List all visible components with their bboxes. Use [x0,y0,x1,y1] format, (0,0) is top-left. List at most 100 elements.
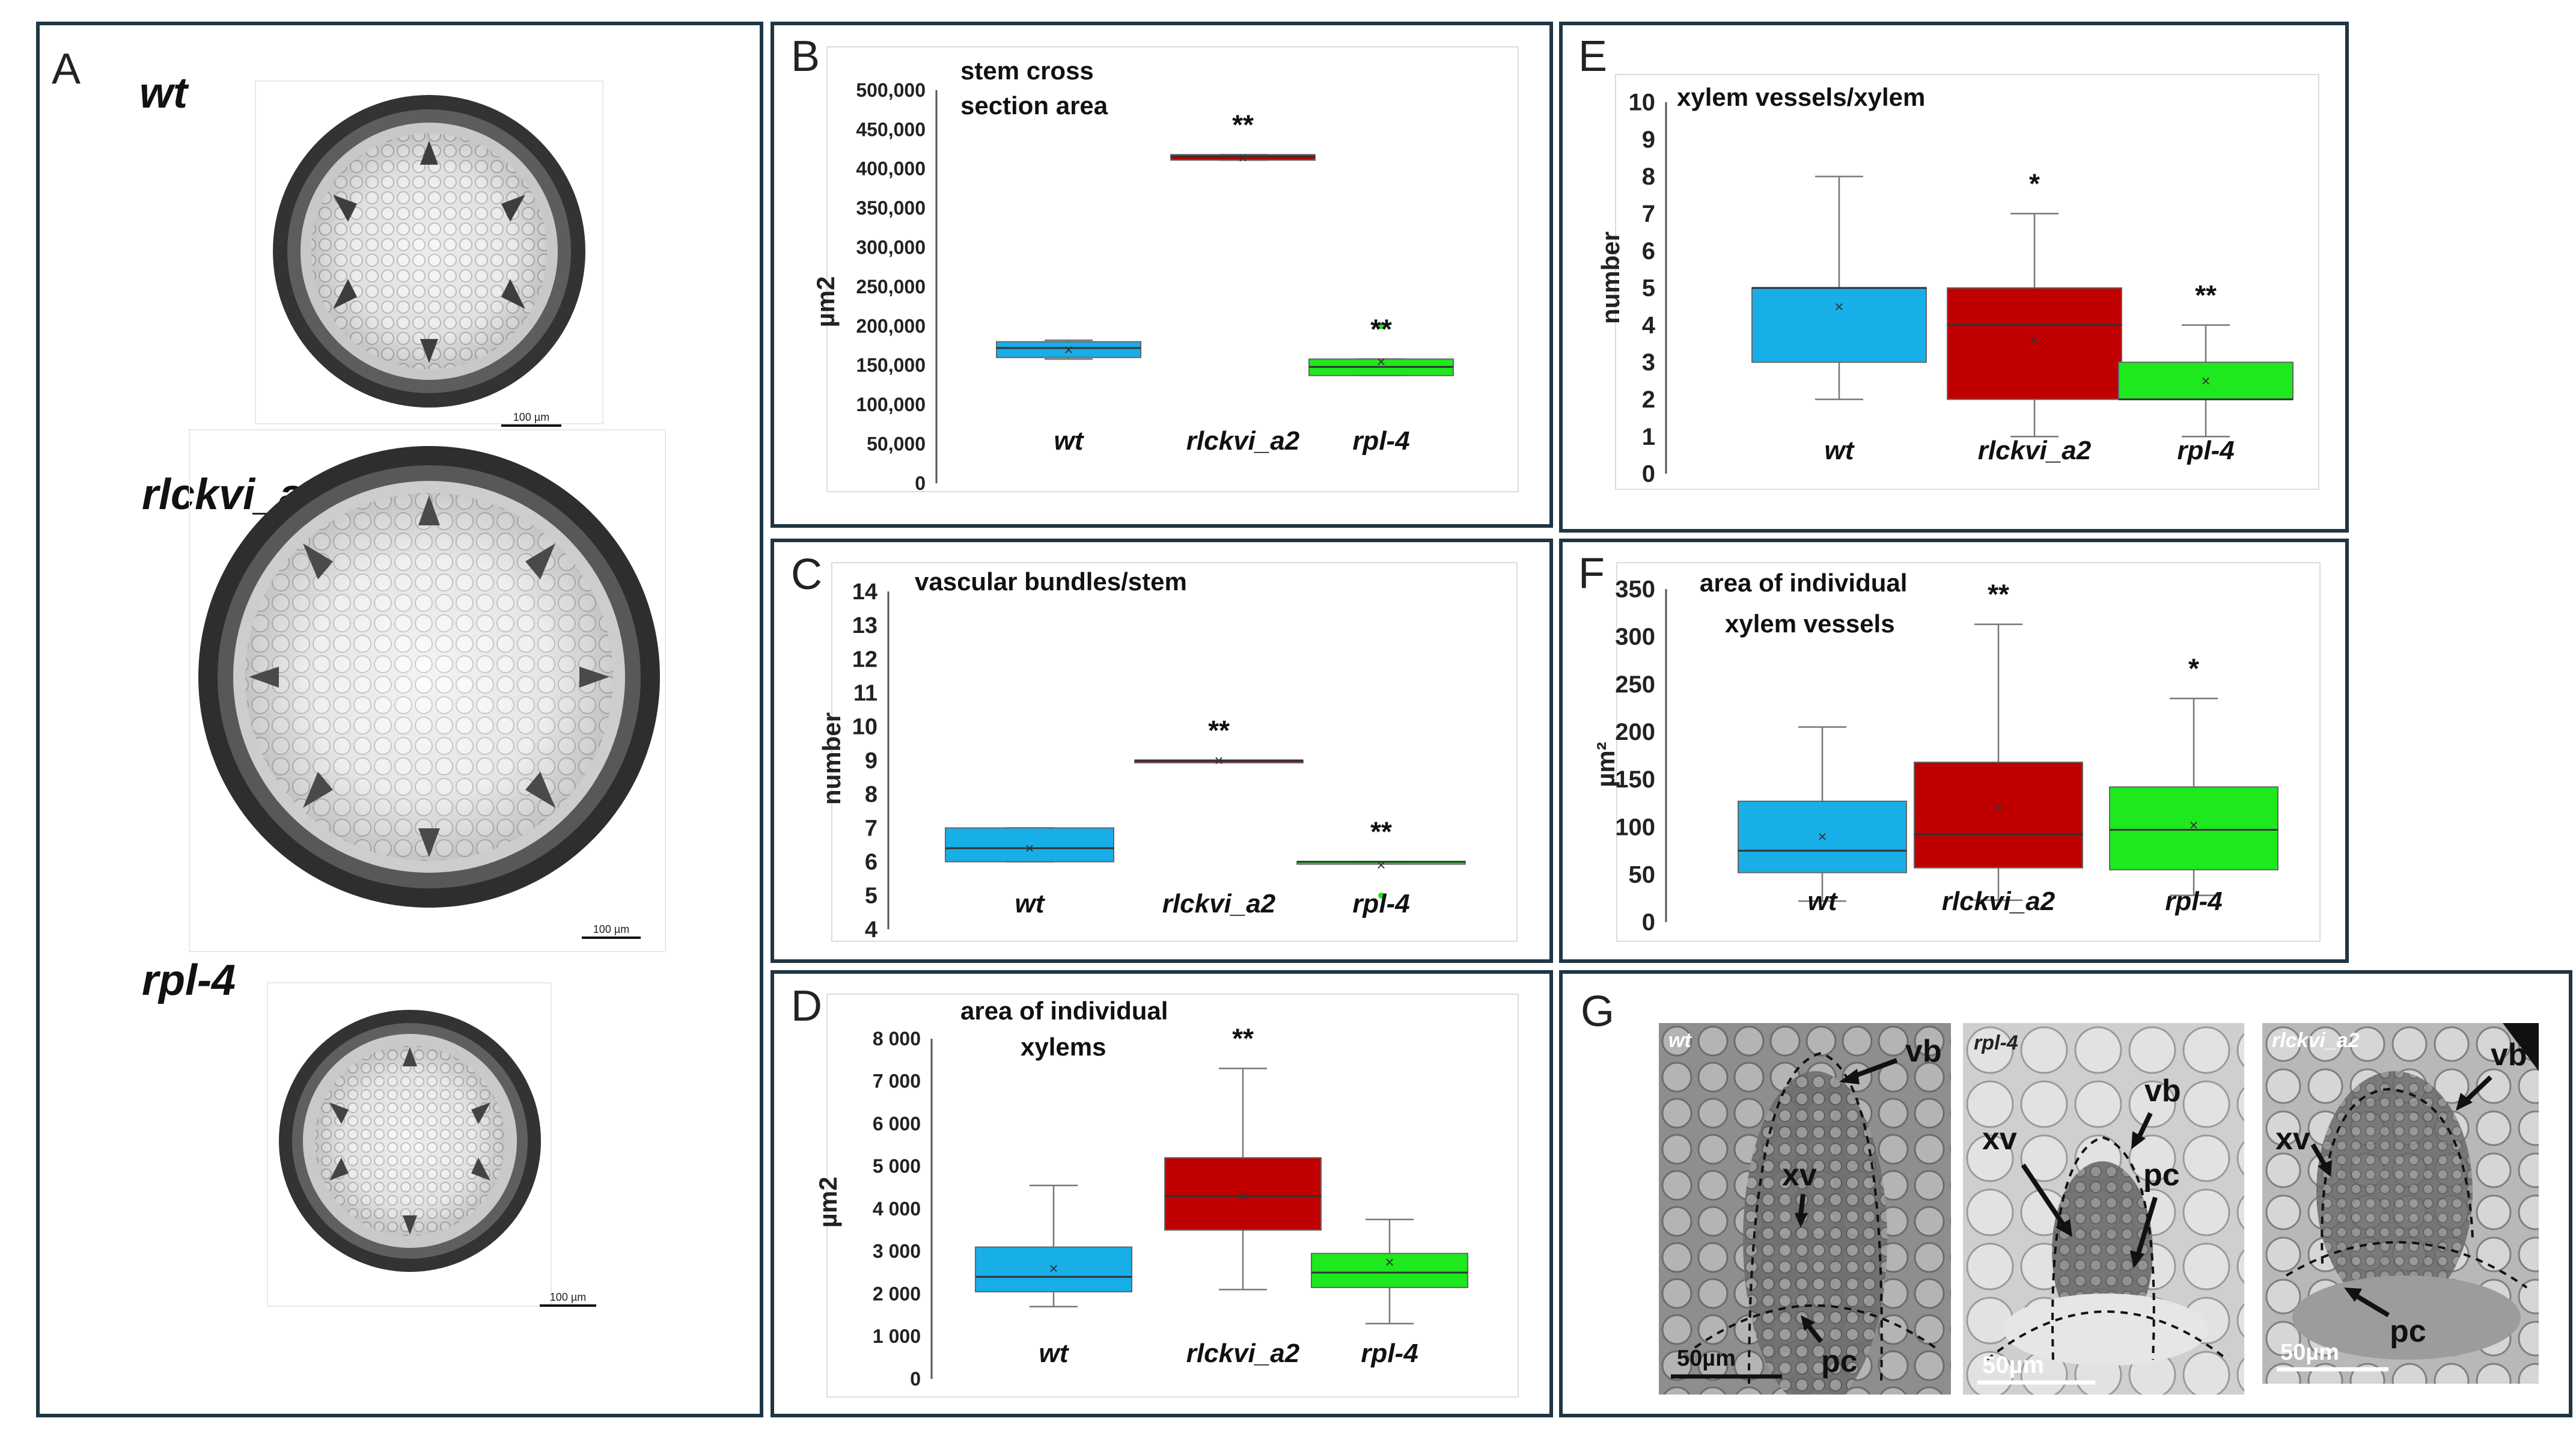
y-tick-label-f: 0 [1642,909,1655,936]
y-tick-label-c: 14 [852,579,877,605]
x-category-label-b: rlckvi_a2 [1186,426,1300,456]
label-pc-rpl-4: pc [2143,1158,2180,1193]
box-iqr [1311,1253,1468,1288]
x-category-label-e: rlckvi_a2 [1978,436,2092,465]
box-b-rlckvi-a2: × [1170,148,1316,167]
box-e-wt: × [1751,176,1927,400]
y-tick-label-d: 5 000 [873,1155,921,1177]
y-tick-label-e: 0 [1642,461,1655,487]
x-category-label-d: wt [1039,1339,1070,1368]
box-iqr [975,1246,1132,1292]
y-tick-label-f: 200 [1615,719,1655,745]
scale-bar-label-wt: 100 µm [513,411,549,423]
y-tick-label-b: 150,000 [856,355,926,376]
significance-b-rlckvi-a2: ** [1232,109,1254,140]
y-tick-label-c: 10 [852,715,877,740]
y-tick-label-b: 500,000 [856,79,926,101]
y-tick-label-d: 0 [910,1368,921,1390]
significance-e-rlckvi-a2: * [2029,168,2040,199]
scale-bar-label-rlckvi-a2: 100 µm [593,923,629,935]
mean-marker: × [2201,372,2210,390]
panel-g: G wt vb xv pc 50µm [1559,970,2572,1417]
scale-label-wt: 50µm [1677,1346,1736,1371]
label-pc-rlckvi-a2: pc [2390,1314,2426,1349]
y-tick-label-e: 8 [1642,163,1655,190]
chart-title-b: section area [960,91,1108,120]
panel-b: B 0 50,000 100,000 150,000 200,000 250,000 300,… [771,22,1553,528]
x-category-label-c: rpl-4 [1352,889,1409,918]
x-category-label-c: rlckvi_a2 [1162,889,1276,918]
label-xv-rlckvi-a2: xv [2275,1122,2310,1156]
plot-area-f [1616,562,2321,942]
scale-bar-label-rpl-4: 100 µm [550,1291,586,1303]
panel-e: E 0 1 2 3 4 5 6 7 8 9 10 xylem vessels/xylem number × w… [1559,22,2349,533]
chart-b: B 0 50,000 100,000 150,000 200,000 250,000 300,… [791,32,1519,494]
mean-marker: × [2030,331,2039,349]
y-tick-label-c: 8 [865,782,877,807]
x-category-label-d: rpl-4 [1361,1339,1418,1368]
micrograph-rpl-4: rpl-4 vb xv pc 50µm [1963,1023,2244,1395]
y-tick-label-c: 4 [865,917,877,943]
micrograph-genotype-rlckvi-a2: rlckvi_a2 [2272,1029,2360,1052]
chart-title-d: area of individual [960,997,1168,1025]
y-tick-label-d: 7 000 [873,1071,921,1092]
y-tick-label-b: 300,000 [856,236,926,258]
y-axis-label-f: µm² [1592,742,1620,787]
panel-letter-f: F [1578,549,1605,597]
y-tick-label-f: 150 [1615,766,1655,793]
box-iqr [1914,762,2083,869]
box-iqr [996,341,1141,358]
panel-letter-d: D [791,982,822,1030]
stem-section-image-wt: 100 µm [273,95,585,427]
panel-c: C 4 5 6 7 8 9 10 11 12 13 14 vascular bundles/stem nu… [771,539,1553,963]
panel-letter-a: A [52,45,81,93]
mean-marker: × [1376,352,1385,370]
mean-marker: × [1994,799,2003,817]
box-e-rpl-4: × [2118,324,2294,438]
y-tick-label-f: 250 [1615,671,1655,698]
y-axis-label-d: µm2 [814,1177,842,1228]
genotype-label-rpl-4: rpl-4 [142,956,236,1004]
micrograph-genotype-wt: wt [1668,1029,1692,1052]
plot-area-b [826,46,1519,492]
box-d-rpl-4: × [1311,1218,1468,1325]
label-xv-rpl-4: xv [1982,1122,2017,1156]
y-tick-label-e: 6 [1642,238,1655,264]
box-d-wt: × [975,1184,1132,1307]
x-category-label-e: wt [1825,436,1855,465]
y-tick-label-e: 2 [1642,387,1655,413]
box-iqr [1164,1157,1322,1231]
y-tick-label-e: 5 [1642,275,1655,302]
chart-d: D 0 1 000 2 000 3 000 4 000 5 000 6 000 7 000 8 0… [791,982,1519,1398]
box-c-rlckvi-a2: × [1134,751,1304,769]
y-tick-label-b: 0 [915,472,926,494]
y-tick-label-c: 5 [865,884,877,909]
significance-d-rlckvi-a2: ** [1232,1023,1254,1054]
significance-f-rpl-4: * [2188,653,2199,684]
y-tick-label-e: 4 [1642,312,1656,338]
mean-marker: × [1834,298,1843,316]
mean-marker: × [1238,148,1247,167]
chart-title-d: xylems [1021,1033,1106,1061]
mean-marker: × [1214,751,1223,769]
significance-b-rpl-4: ** [1370,313,1392,344]
mean-marker: × [1376,856,1385,874]
mean-marker: × [1025,839,1034,857]
box-iqr [1947,287,2122,400]
y-tick-label-b: 400,000 [856,158,926,180]
mean-marker: × [2189,816,2198,834]
stem-section-image-rpl-4: 100 µm [279,1010,596,1307]
outlier-point [1378,892,1384,899]
panel-letter-b: B [791,32,820,81]
box-d-rlckvi-a2: × [1164,1068,1322,1291]
significance-e-rpl-4: ** [2195,280,2217,311]
label-vb-wt: vb [1905,1034,1942,1069]
mean-marker: × [1238,1187,1247,1205]
x-category-label-b: wt [1054,426,1085,456]
box-iqr [945,827,1114,863]
y-axis-label-c: number [817,712,846,805]
y-axis-label-e: number [1596,231,1625,324]
y-tick-label-b: 350,000 [856,197,926,219]
chart-c: C 4 5 6 7 8 9 10 11 12 13 14 vascular bundles/stem nu… [791,551,1518,943]
y-tick-label-d: 4 000 [873,1198,921,1220]
